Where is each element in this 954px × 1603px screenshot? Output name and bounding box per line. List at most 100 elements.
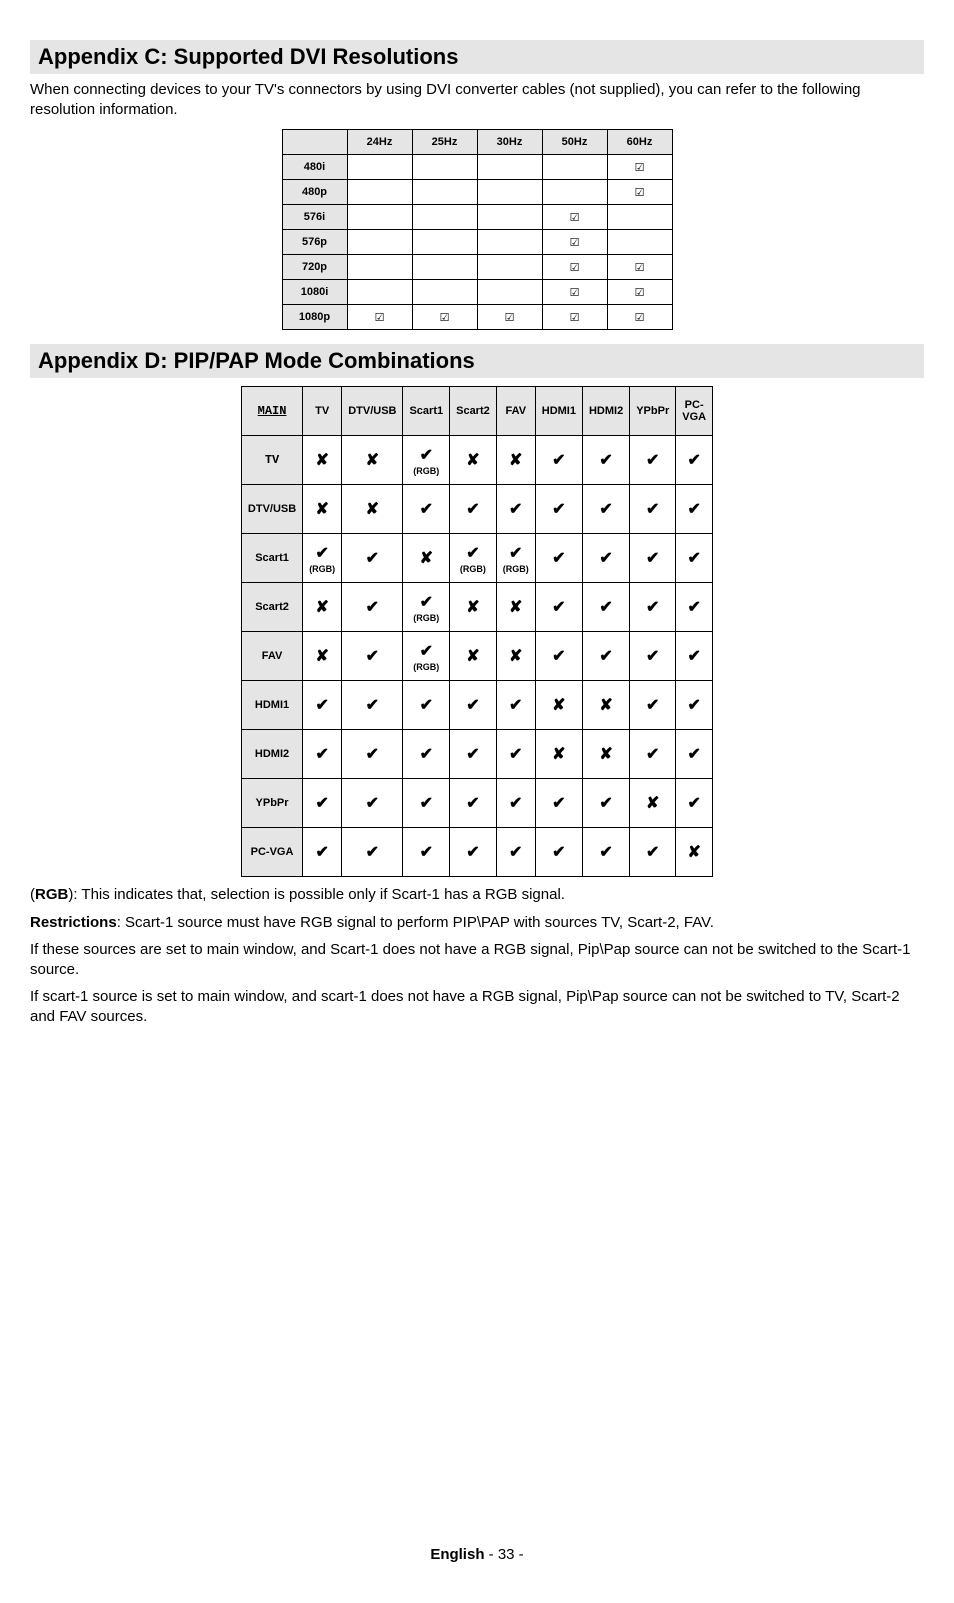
res-col-header: 25Hz [412,130,477,155]
pip-row-header: HDMI1 [241,681,302,730]
pip-cell: ✔ [403,730,450,779]
pip-cell: ✔ [303,779,342,828]
res-row-header: 720p [282,255,347,280]
res-cell: ☑ [542,305,607,330]
pip-cell: ✔ [630,534,676,583]
pip-cell: ✔ [403,779,450,828]
res-col-header: 60Hz [607,130,672,155]
note-rgb: (RGB): This indicates that, selection is… [30,885,924,905]
res-cell: ☑ [542,205,607,230]
pip-cell: ✔(RGB) [450,534,497,583]
res-row-header: 1080i [282,280,347,305]
pip-cell: ✔ [403,828,450,877]
res-col-header: 24Hz [347,130,412,155]
res-cell: ☑ [347,305,412,330]
pip-table: MAINTVDTV/USBScart1Scart2FAVHDMI1HDMI2YP… [241,386,713,877]
pip-cell: ✔(RGB) [303,534,342,583]
pip-cell: ✔ [582,828,629,877]
pip-cell: ✘ [496,583,535,632]
pip-cell: ✘ [582,730,629,779]
res-cell: ☑ [412,305,477,330]
pip-cell: ✔ [676,436,713,485]
pip-col-header: YPbPr [630,387,676,436]
res-cell: ☑ [607,155,672,180]
pip-cell: ✔ [676,583,713,632]
res-cell [477,255,542,280]
page-footer: English - 33 - [30,1546,924,1563]
res-cell: ☑ [607,280,672,305]
pip-cell: ✔ [450,779,497,828]
pip-cell: ✔ [676,534,713,583]
res-cell [412,205,477,230]
pip-cell: ✔ [342,583,403,632]
pip-cell: ✔ [582,534,629,583]
pip-col-header: TV [303,387,342,436]
pip-cell: ✔ [630,632,676,681]
pip-row-header: Scart2 [241,583,302,632]
pip-cell: ✔ [342,681,403,730]
pip-cell: ✔ [303,730,342,779]
pip-cell: ✔ [630,436,676,485]
pip-col-header: HDMI2 [582,387,629,436]
res-cell [477,205,542,230]
pip-col-header: Scart2 [450,387,497,436]
pip-cell: ✔ [403,681,450,730]
res-row-header: 1080p [282,305,347,330]
pip-cell: ✘ [496,436,535,485]
res-cell [412,230,477,255]
res-row-header: 480p [282,180,347,205]
pip-col-header: PC-VGA [676,387,713,436]
res-cell: ☑ [607,305,672,330]
note-p3: If these sources are set to main window,… [30,940,924,979]
pip-cell: ✔ [582,485,629,534]
res-cell [412,280,477,305]
pip-cell: ✘ [303,485,342,534]
pip-col-header: DTV/USB [342,387,403,436]
note-restrictions: Restrictions: Scart-1 source must have R… [30,913,924,933]
pip-col-header: MAIN [241,387,302,436]
pip-cell: ✔ [535,779,582,828]
pip-cell: ✔ [496,485,535,534]
pip-cell: ✔ [676,779,713,828]
pip-row-header: PC-VGA [241,828,302,877]
pip-cell: ✔ [676,730,713,779]
pip-cell: ✘ [342,485,403,534]
pip-cell: ✔ [535,485,582,534]
pip-cell: ✘ [535,681,582,730]
pip-cell: ✔ [342,828,403,877]
pip-cell: ✘ [450,632,497,681]
pip-cell: ✔(RGB) [403,436,450,485]
pip-cell: ✔(RGB) [403,632,450,681]
res-cell: ☑ [542,255,607,280]
res-cell [347,205,412,230]
appendix-c-intro: When connecting devices to your TV's con… [30,80,924,119]
pip-cell: ✘ [403,534,450,583]
pip-cell: ✘ [303,436,342,485]
pip-cell: ✘ [450,583,497,632]
res-cell [607,230,672,255]
pip-cell: ✘ [535,730,582,779]
pip-cell: ✔ [535,828,582,877]
res-cell [347,280,412,305]
pip-cell: ✔ [496,730,535,779]
pip-cell: ✘ [496,632,535,681]
res-cell [347,255,412,280]
res-cell: ☑ [542,230,607,255]
res-cell [477,155,542,180]
res-cell: ☑ [607,180,672,205]
pip-cell: ✔ [630,730,676,779]
res-cell [347,180,412,205]
pip-row-header: HDMI2 [241,730,302,779]
res-cell [347,230,412,255]
pip-cell: ✔ [676,485,713,534]
pip-cell: ✔ [582,583,629,632]
pip-cell: ✔ [450,828,497,877]
pip-cell: ✔ [342,730,403,779]
pip-cell: ✔ [582,632,629,681]
pip-cell: ✔ [676,632,713,681]
pip-cell: ✔ [342,632,403,681]
pip-col-header: HDMI1 [535,387,582,436]
res-cell: ☑ [477,305,542,330]
res-cell [542,180,607,205]
res-cell: ☑ [542,280,607,305]
